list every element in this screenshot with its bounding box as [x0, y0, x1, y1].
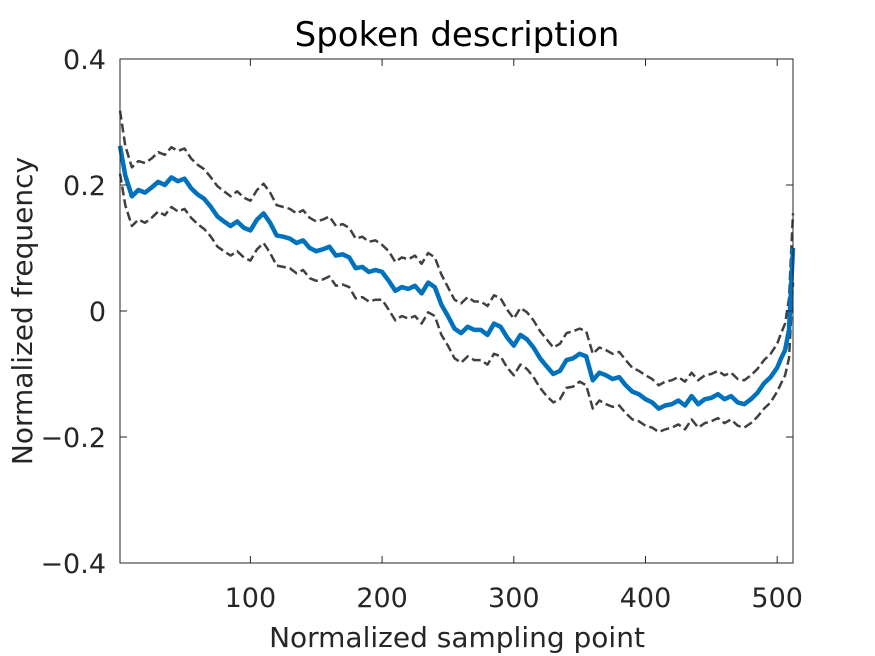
- y-tick-label: 0.2: [63, 171, 106, 202]
- x-tick-label: 500: [751, 583, 803, 614]
- x-axis: 100 200 300 400 500: [225, 59, 803, 614]
- x-tick-label: 300: [488, 583, 540, 614]
- y-tick-label: −0.4: [40, 549, 106, 580]
- y-tick-label: 0.4: [63, 45, 106, 76]
- series-line-lower-bound: [118, 173, 795, 434]
- y-tick-label: −0.2: [40, 423, 106, 454]
- x-axis-label: Normalized sampling point: [269, 621, 645, 654]
- x-tick-label: 100: [225, 583, 277, 614]
- x-tick-label: 400: [620, 583, 672, 614]
- series-layer: [117, 110, 796, 434]
- series-line-mean: [117, 145, 796, 411]
- y-axis-label: Normalized frequency: [6, 157, 39, 465]
- y-axis: −0.4 −0.2 0 0.2 0.4: [40, 45, 793, 580]
- series-line-upper-bound: [118, 110, 795, 387]
- x-tick-label: 200: [356, 583, 408, 614]
- y-tick-label: 0: [89, 297, 106, 328]
- chart-title: Spoken description: [295, 15, 620, 55]
